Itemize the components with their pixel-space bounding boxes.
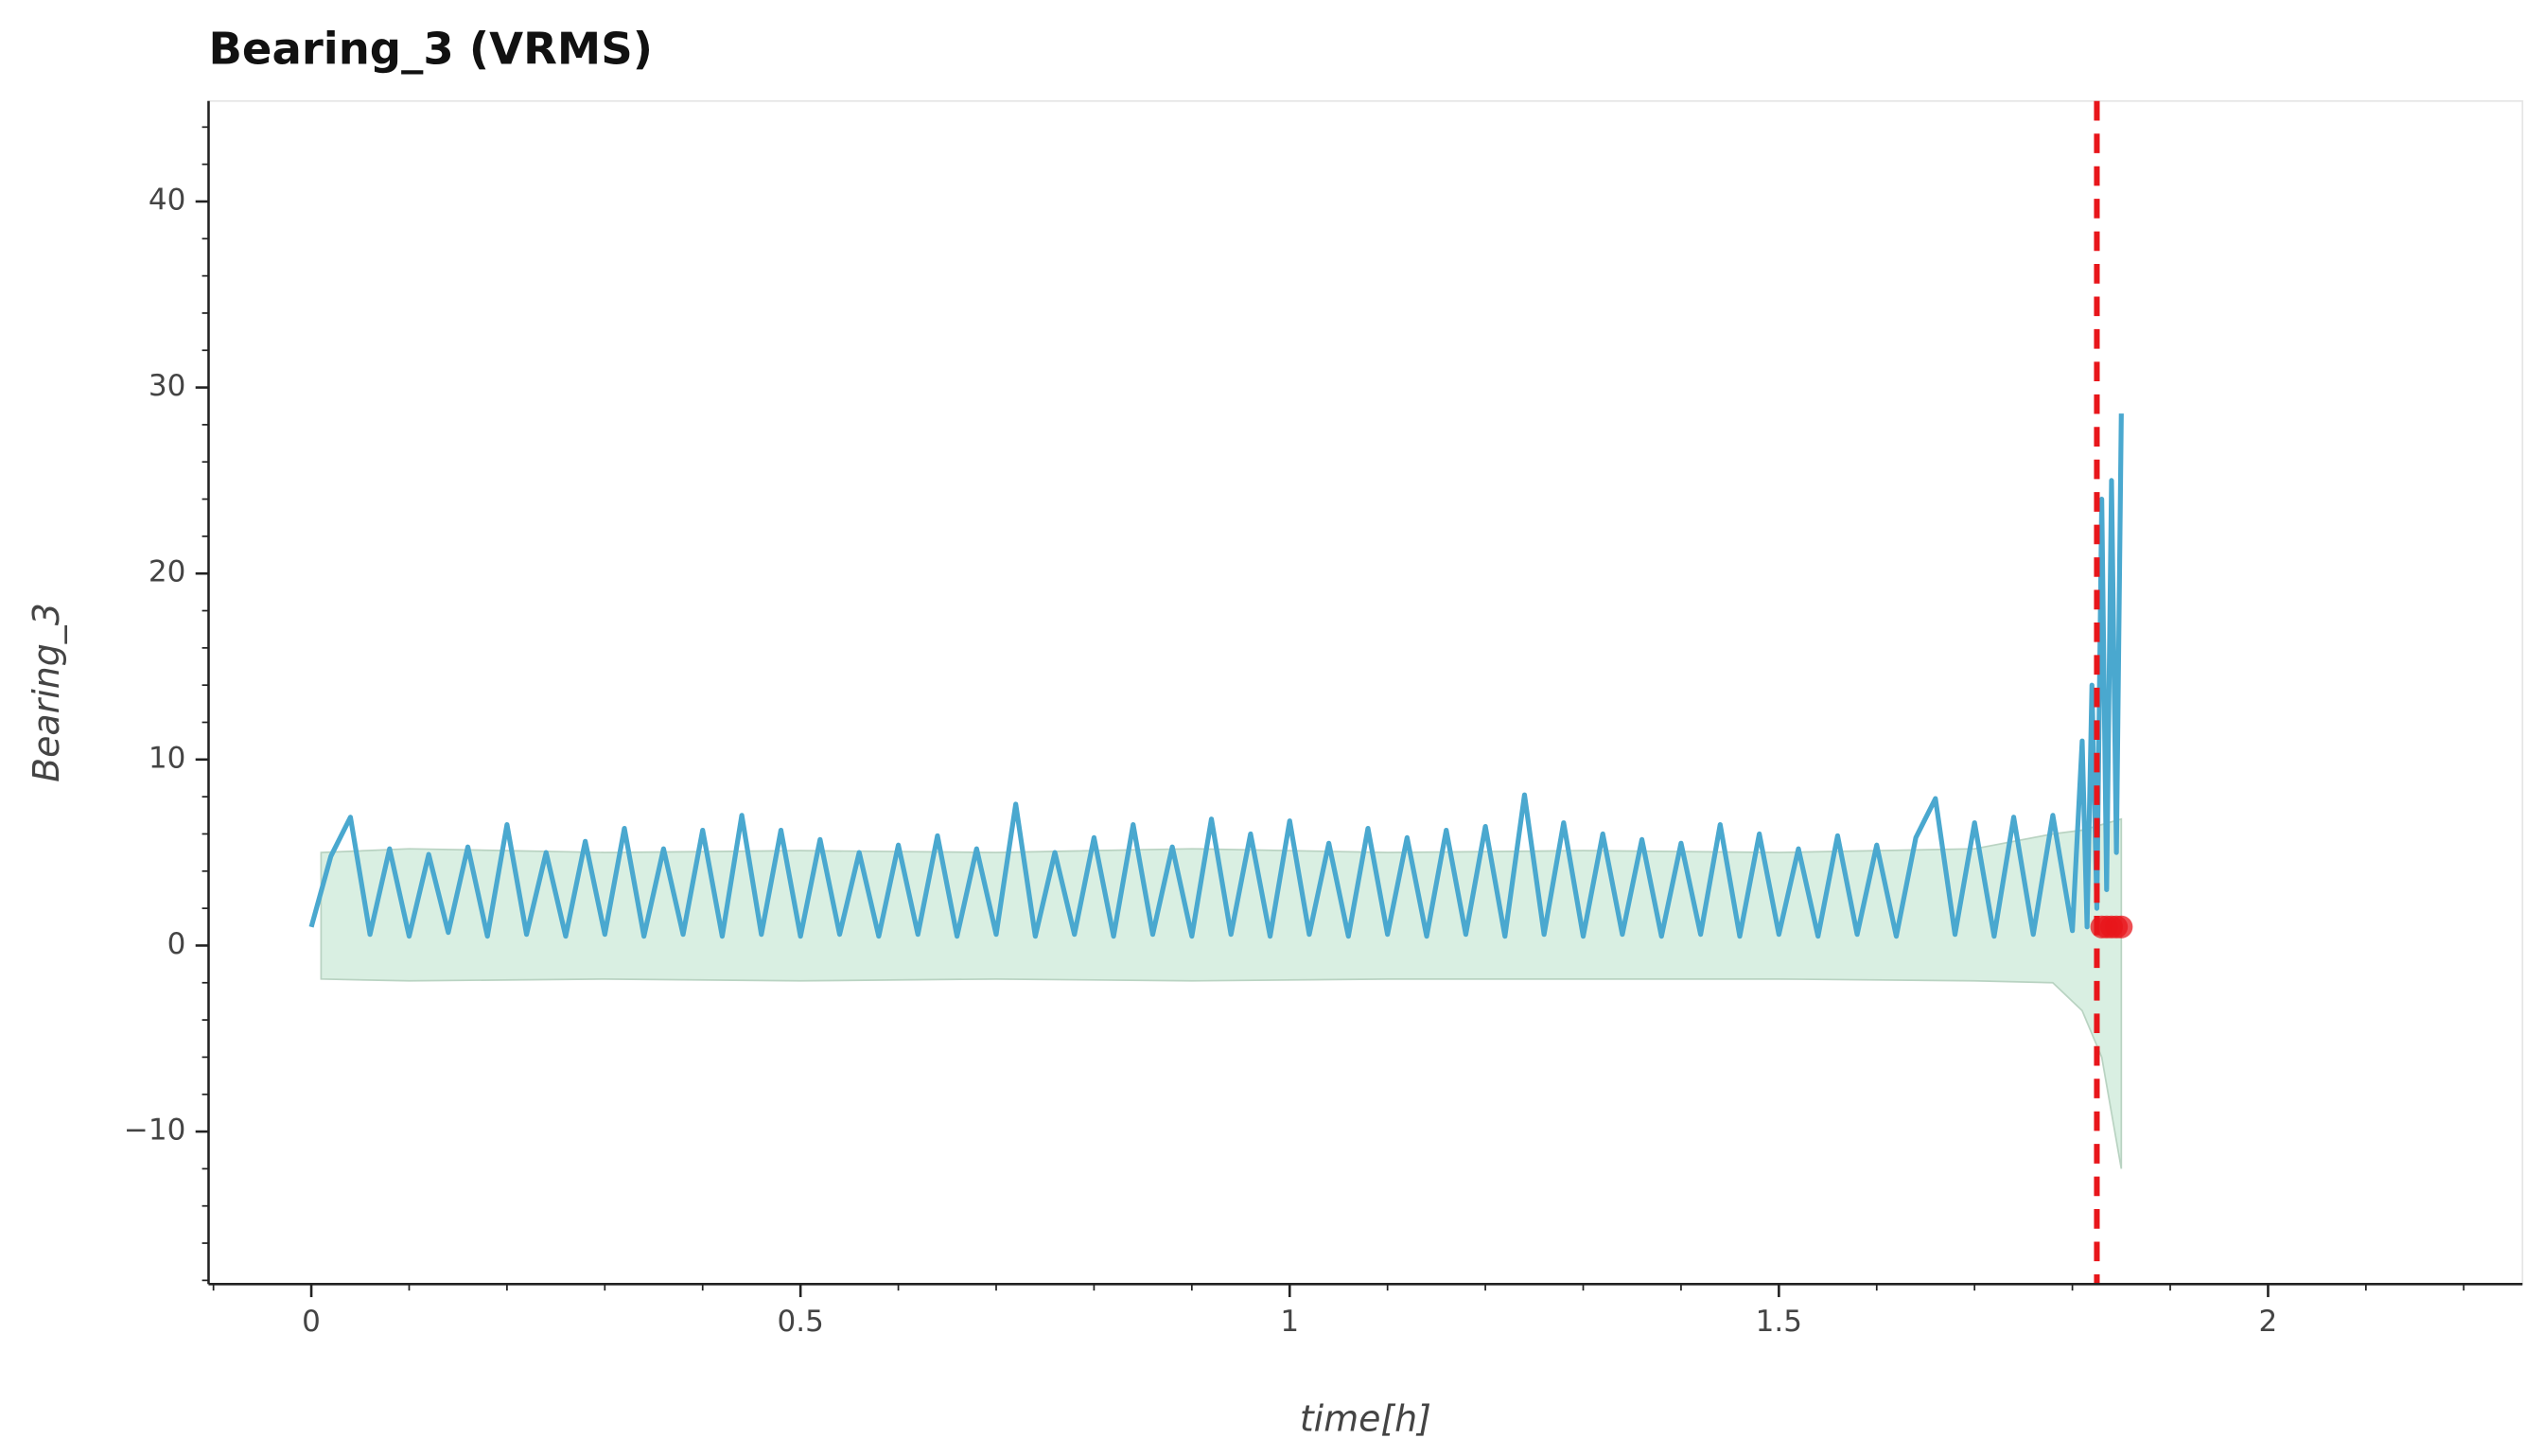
y-tick-label: −10: [124, 1114, 185, 1148]
signal-line: [308, 413, 2124, 939]
chart-title: Bearing_3 (VRMS): [208, 24, 652, 75]
x-tick-label: 2: [2259, 1305, 2278, 1339]
anomaly-point: [2110, 915, 2133, 939]
y-tick-label: 10: [149, 741, 185, 775]
y-tick-label: 0: [167, 927, 186, 961]
y-tick-label: 20: [149, 555, 185, 589]
x-axis-label: time[h]: [1300, 1397, 1431, 1439]
y-tick-label: 40: [149, 183, 185, 217]
x-tick-label: 0: [302, 1305, 321, 1339]
x-tick-label: 0.5: [778, 1305, 824, 1339]
y-axis-label: Bearing_3: [26, 603, 67, 782]
x-tick-label: 1.5: [1756, 1305, 1802, 1339]
plot-frame: [207, 99, 2524, 1286]
x-tick-label: 1: [1280, 1305, 1299, 1339]
y-tick-label: 30: [149, 369, 185, 403]
